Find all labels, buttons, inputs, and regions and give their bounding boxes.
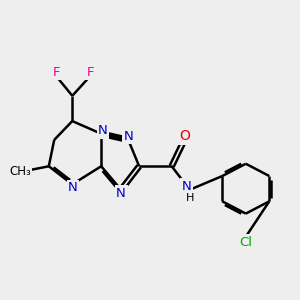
Text: F: F xyxy=(87,66,94,79)
Text: N: N xyxy=(123,130,133,143)
Text: F: F xyxy=(52,66,60,79)
Text: N: N xyxy=(116,187,126,200)
Text: CH₃: CH₃ xyxy=(9,165,31,178)
Text: N: N xyxy=(182,180,192,193)
Text: N: N xyxy=(98,124,108,137)
Text: N: N xyxy=(68,182,78,194)
Text: H: H xyxy=(186,193,195,203)
Text: O: O xyxy=(179,129,190,143)
Text: Cl: Cl xyxy=(239,236,252,249)
